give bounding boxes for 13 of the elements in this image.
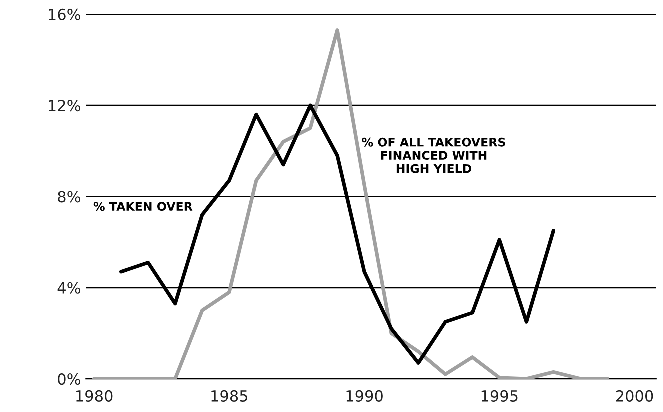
x-tick-label: 1985: [212, 390, 248, 402]
y-tick-label: 12%: [49, 100, 80, 112]
line-series: [92, 28, 610, 380]
x-tick-label: 1990: [346, 390, 383, 402]
series-label: % OF ALL TAKEOVERS FINANCED WITH HIGH YIELD: [362, 138, 506, 174]
series-label: % TAKEN OVER: [94, 202, 193, 212]
y-tick-label: 16%: [49, 8, 80, 20]
x-tick-label: 1980: [76, 390, 113, 402]
y-tick-label: 0%: [58, 374, 80, 386]
x-tick-label: 1995: [482, 390, 518, 402]
x-tick-label: 2000: [616, 390, 654, 402]
y-tick-label: 8%: [58, 191, 80, 203]
y-tick-label: 4%: [58, 282, 80, 294]
